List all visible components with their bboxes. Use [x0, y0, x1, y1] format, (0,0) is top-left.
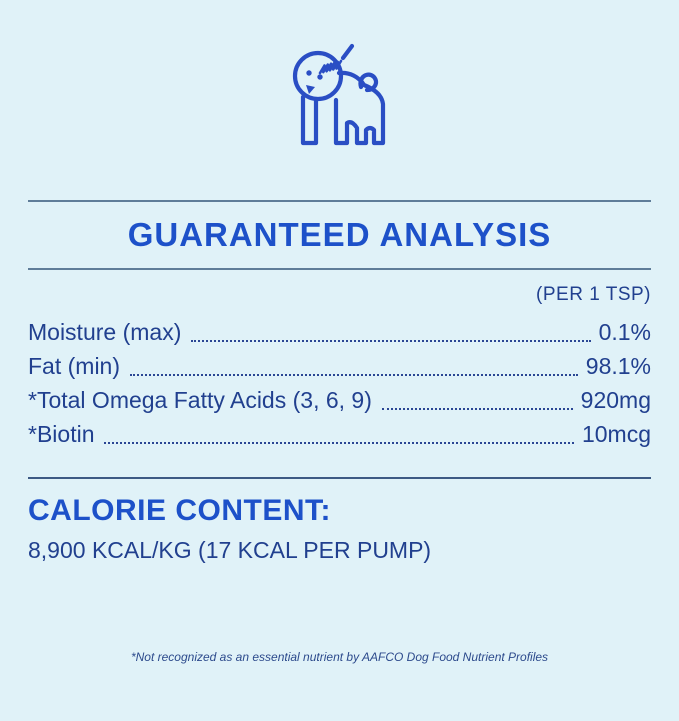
calorie-content-detail: 8,900 KCAL/KG (17 KCAL PER PUMP) — [28, 537, 432, 563]
dotted-leader — [191, 340, 591, 342]
nutrient-value: 98.1% — [585, 353, 651, 379]
dotted-leader — [130, 374, 578, 376]
nutrient-value: 0.1% — [598, 319, 651, 345]
analysis-row-moisture: Moisture (max) 0.1% — [28, 315, 651, 349]
nutrient-label: Moisture (max) — [28, 319, 182, 345]
divider-calorie — [28, 477, 651, 479]
calorie-content-title: CALORIE CONTENT: — [28, 494, 331, 527]
analysis-table: Moisture (max) 0.1% Fat (min) 98.1% *Tot… — [28, 315, 651, 451]
dog-head — [292, 50, 343, 102]
comb-teeth — [318, 59, 342, 75]
comb-icon — [340, 43, 354, 61]
guaranteed-analysis-title: GUARANTEED ANALYSIS — [127, 216, 552, 253]
dog-being-combed-icon — [292, 43, 385, 146]
analysis-row-omega: *Total Omega Fatty Acids (3, 6, 9) 920mg — [28, 383, 651, 417]
divider-under-title — [28, 268, 651, 270]
dog-eye-left — [305, 70, 312, 76]
dog-tail — [357, 72, 378, 93]
nutrient-label: *Total Omega Fatty Acids (3, 6, 9) — [28, 387, 372, 413]
nutrient-label: *Biotin — [28, 421, 95, 447]
divider-top — [28, 200, 651, 202]
dotted-leader — [104, 442, 574, 444]
nutrient-value: 920mg — [580, 387, 651, 413]
nutrient-value: 10mcg — [581, 421, 651, 447]
aafco-footnote: *Not recognized as an essential nutrient… — [130, 650, 549, 664]
per-serving-label: (PER 1 TSP) — [536, 284, 651, 305]
dog-eye-right — [316, 74, 323, 80]
nutrient-label: Fat (min) — [28, 353, 120, 379]
label-panel: GUARANTEED ANALYSIS (PER 1 TSP) Moisture… — [0, 42, 679, 721]
dog-front-leg — [300, 94, 318, 146]
analysis-row-fat: Fat (min) 98.1% — [28, 349, 651, 383]
analysis-row-biotin: *Biotin 10mcg — [28, 417, 651, 451]
dog-nose — [305, 85, 315, 94]
dotted-leader — [381, 408, 573, 410]
